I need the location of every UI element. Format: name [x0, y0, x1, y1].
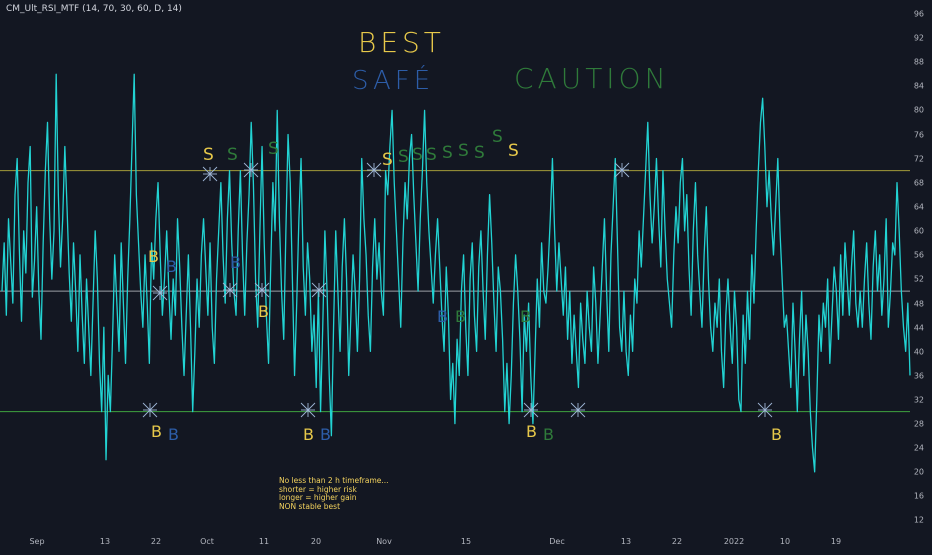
- buy-mark: B: [148, 247, 159, 266]
- sell-mark: S: [442, 143, 453, 163]
- x-tick-label: Sep: [29, 537, 45, 546]
- cross-marker: [366, 162, 382, 178]
- price-scale[interactable]: 96 92 88 84 80 76 72 68 64 60 56 52 48 4…: [910, 0, 932, 550]
- y-tick-label: 68: [913, 178, 924, 188]
- annotation-caution: CAUTION: [514, 62, 670, 95]
- x-tick-label: 13: [99, 537, 111, 546]
- y-tick-label: 80: [913, 105, 924, 115]
- y-tick-label: 84: [913, 81, 924, 91]
- sell-mark: S: [508, 141, 519, 161]
- x-tick-label: Oct: [200, 537, 214, 546]
- annotation-safe: SAFÉ: [352, 66, 435, 96]
- x-tick-label: 2022: [723, 537, 745, 546]
- buy-mark: B: [258, 302, 269, 321]
- y-tick-label: 72: [913, 154, 924, 164]
- cross-marker: [570, 402, 586, 418]
- cross-marker: [152, 285, 168, 301]
- x-tick-label: 20: [310, 537, 322, 546]
- x-tick-label: 22: [150, 537, 162, 546]
- buy-mark: B: [151, 422, 162, 441]
- cross-marker: [142, 402, 158, 418]
- y-tick-label: 12: [913, 515, 924, 525]
- y-tick-label: 88: [913, 57, 924, 67]
- timeframe-note: No less than 2 h timeframe... shorter = …: [279, 476, 389, 511]
- y-tick-label: 36: [913, 371, 924, 381]
- buy-mark: B: [166, 257, 177, 276]
- note-line: longer = higher gain: [279, 493, 357, 503]
- y-tick-label: 76: [913, 130, 924, 140]
- buy-mark: B: [320, 425, 331, 444]
- cross-marker: [614, 162, 630, 178]
- cross-marker: [311, 282, 327, 298]
- y-tick-label: 28: [913, 419, 924, 429]
- y-tick-label: 32: [913, 395, 924, 405]
- x-tick-label: 11: [258, 537, 270, 546]
- x-tick-label: 10: [779, 537, 791, 546]
- y-tick-label: 48: [913, 299, 924, 309]
- x-tick-label: 15: [460, 537, 472, 546]
- buy-mark: B: [437, 307, 448, 326]
- sell-mark: S: [412, 145, 423, 165]
- sell-mark: S: [227, 145, 238, 165]
- sell-mark: S: [203, 145, 214, 165]
- sell-mark: S: [492, 127, 503, 147]
- buy-mark: B: [771, 425, 782, 444]
- sell-mark: S: [474, 143, 485, 163]
- y-tick-label: 56: [913, 250, 924, 260]
- buy-mark: B: [526, 422, 537, 441]
- x-tick-label: Dec: [549, 537, 565, 546]
- x-tick-label: 19: [830, 537, 842, 546]
- y-tick-label: 40: [913, 347, 924, 357]
- cross-marker: [222, 282, 238, 298]
- buy-mark: B: [303, 425, 314, 444]
- rsi-series-line: [1, 73, 911, 473]
- cross-marker: [300, 402, 316, 418]
- cross-marker: [254, 282, 270, 298]
- sell-mark: S: [426, 145, 437, 165]
- y-tick-label: 64: [913, 202, 924, 212]
- cross-marker: [523, 402, 539, 418]
- x-tick-label: Nov: [376, 537, 392, 546]
- sell-mark: S: [458, 141, 469, 161]
- y-tick-label: 92: [913, 33, 924, 43]
- buy-mark: B: [168, 425, 179, 444]
- sell-mark: S: [398, 147, 409, 167]
- cross-marker: [202, 166, 218, 182]
- y-tick-label: 20: [913, 467, 924, 477]
- y-tick-label: 16: [913, 491, 924, 501]
- y-tick-label: 60: [913, 226, 924, 236]
- buy-mark: B: [520, 307, 531, 326]
- annotation-best: BEST: [358, 26, 445, 59]
- x-tick-label: 22: [671, 537, 683, 546]
- x-tick-label: 13: [620, 537, 632, 546]
- cross-marker: [757, 402, 773, 418]
- note-line: NON stable best: [279, 501, 341, 511]
- y-tick-label: 96: [913, 9, 924, 19]
- y-tick-label: 52: [913, 274, 924, 284]
- note-line: shorter = higher risk: [279, 484, 357, 494]
- indicator-title[interactable]: CM_Ult_RSI_MTF (14, 70, 30, 60, D, 14): [6, 4, 182, 14]
- buy-mark: B: [230, 253, 241, 272]
- cross-marker: [243, 162, 259, 178]
- sell-mark: S: [268, 139, 279, 159]
- note-line: No less than 2 h timeframe...: [279, 476, 389, 485]
- series-layer: [1, 73, 911, 473]
- y-tick-label: 24: [913, 443, 924, 453]
- y-tick-label: 44: [913, 323, 924, 333]
- buy-mark: B: [543, 425, 554, 444]
- buy-mark: B: [455, 307, 466, 326]
- sell-mark: S: [382, 150, 393, 170]
